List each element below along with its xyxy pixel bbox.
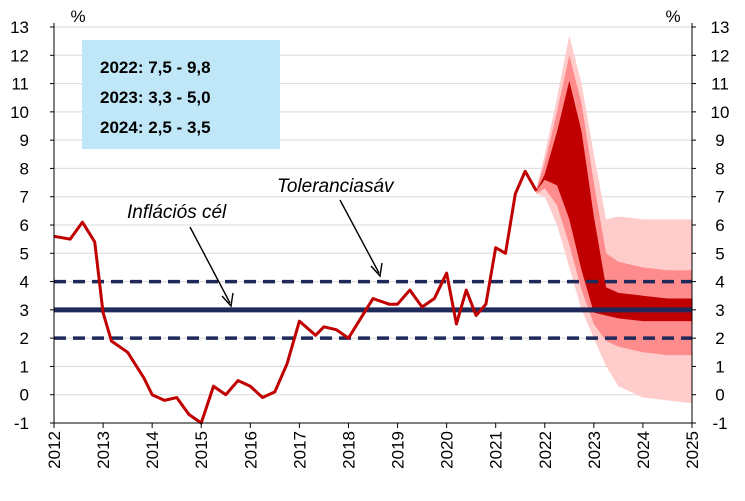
y-unit-left: % <box>70 7 85 26</box>
x-tick-label-2019: 2019 <box>389 431 408 469</box>
fan-band-inner <box>536 80 692 322</box>
y-tick-label-left--1: -1 <box>14 414 29 433</box>
y-tick-label-left-7: 7 <box>20 188 29 207</box>
x-tick-label-2012: 2012 <box>45 431 64 469</box>
y-tick-label-left-2: 2 <box>20 329 29 348</box>
x-tick-label-2022: 2022 <box>536 431 555 469</box>
y-tick-label-right-8: 8 <box>715 159 724 178</box>
x-tick-label-2023: 2023 <box>585 431 604 469</box>
y-tick-label-right-13: 13 <box>711 18 730 37</box>
x-tick-label-2020: 2020 <box>438 431 457 469</box>
y-tick-label-left-3: 3 <box>20 301 29 320</box>
forecast-range-box: 2022: 7,5 - 9,8 2023: 3,3 - 5,0 2024: 2,… <box>82 40 280 149</box>
y-tick-label-right-5: 5 <box>715 244 724 263</box>
y-tick-label-right-11: 11 <box>711 75 729 94</box>
x-tick-label-2013: 2013 <box>94 431 113 469</box>
y-tick-label-left-4: 4 <box>20 273 29 292</box>
y-tick-label-right-9: 9 <box>715 131 724 150</box>
inflation-target-annotation: Inflációs cél <box>127 202 227 223</box>
y-tick-label-left-6: 6 <box>20 216 29 235</box>
x-tick-label-2015: 2015 <box>192 431 211 469</box>
y-unit-right: % <box>665 7 680 26</box>
y-tick-label-left-5: 5 <box>20 244 29 263</box>
y-tick-label-left-10: 10 <box>10 103 29 122</box>
y-tick-label-left-11: 11 <box>11 75 29 94</box>
forecast-fan <box>536 35 692 404</box>
y-tick-label-right-3: 3 <box>715 301 724 320</box>
y-tick-label-right-10: 10 <box>711 103 730 122</box>
y-tick-label-right-12: 12 <box>711 46 730 65</box>
y-tick-label-right-6: 6 <box>715 216 724 235</box>
reference-lines <box>54 279 692 340</box>
y-tick-label-right-1: 1 <box>715 357 724 376</box>
tolerance-band-annotation: Toleranciasáv <box>277 176 395 197</box>
tolerance-band-arrowhead <box>370 262 383 278</box>
x-tick-label-2017: 2017 <box>290 431 309 469</box>
forecast-line-2024: 2024: 2,5 - 3,5 <box>100 118 211 137</box>
y-tick-label-left-13: 13 <box>10 18 29 37</box>
y-tick-label-right-4: 4 <box>715 273 724 292</box>
annotations: Inflációs cél Toleranciasáv <box>127 176 395 308</box>
y-tick-label-right-2: 2 <box>715 329 724 348</box>
y-tick-label-right-7: 7 <box>715 188 724 207</box>
y-tick-label-right-0: 0 <box>715 386 724 405</box>
inflation-series-line <box>53 169 538 425</box>
x-tick-label-2021: 2021 <box>487 431 506 469</box>
x-tick-label-2024: 2024 <box>634 431 653 469</box>
tolerance-band-pointer <box>339 199 380 274</box>
x-tick-label-2016: 2016 <box>241 431 260 469</box>
inflation-target-pointer <box>189 226 231 304</box>
forecast-line-2023: 2023: 3,3 - 5,0 <box>100 88 211 107</box>
y-tick-label-left-12: 12 <box>10 46 29 65</box>
series-layer <box>53 169 538 425</box>
y-tick-label-left-1: 1 <box>20 357 29 376</box>
x-tick-label-2014: 2014 <box>143 431 162 469</box>
y-tick-label-left-0: 0 <box>20 386 29 405</box>
y-tick-label-right--1: -1 <box>712 414 727 433</box>
y-tick-label-left-8: 8 <box>20 159 29 178</box>
x-tick-label-2018: 2018 <box>339 431 358 469</box>
forecast-line-2022: 2022: 7,5 - 9,8 <box>100 58 211 77</box>
x-tick-label-2025: 2025 <box>683 431 702 469</box>
inflation-target-arrowhead <box>221 292 234 308</box>
y-tick-label-left-9: 9 <box>20 131 29 150</box>
